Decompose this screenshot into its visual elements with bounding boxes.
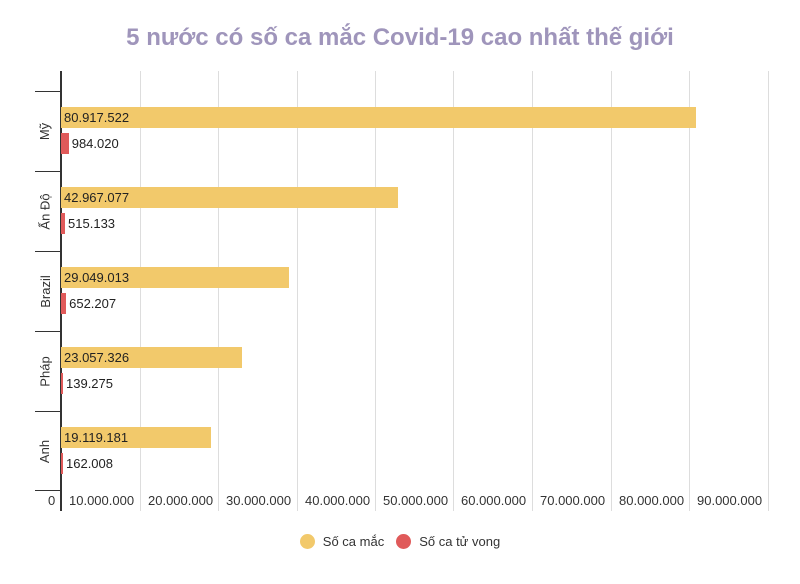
x-tick-label: 90.000.000 [697,493,763,508]
gridline [611,71,612,511]
bar-label-deaths: 652.207 [69,296,117,311]
category-label-text: Brazil [37,274,53,308]
legend-label-cases: Số ca mắc [322,534,385,549]
gridline [768,71,769,511]
legend-item-cases[interactable]: Số ca mắc [299,534,385,549]
category-label-text: Ấn Độ [37,192,53,230]
legend: Số ca mắc Số ca tử vong [0,534,800,549]
bar-label-deaths: 162.008 [66,456,113,471]
x-tick-label: 80.000.000 [619,493,685,508]
category-label: Ấn Độ [32,171,58,251]
x-tick-label: 70.000.000 [540,493,606,508]
bar-cases[interactable] [61,267,290,288]
category-label-text: Pháp [37,355,53,387]
bar-label-cases: 80.917.522 [64,110,130,125]
category-label: Pháp [32,331,58,411]
bar-deaths[interactable] [61,373,63,394]
bar-cases[interactable] [61,187,399,208]
chart-title: 5 nước có số ca mắc Covid-19 cao nhất th… [126,24,674,51]
y-tick [35,171,61,172]
legend-dot-deaths-icon [396,534,412,549]
y-tick [35,91,61,92]
bar-label-cases: 23.057.326 [64,350,130,365]
gridline [297,71,298,511]
category-label: Brazil [32,251,58,331]
legend-item-deaths[interactable]: Số ca tử vong [396,534,500,549]
bar-label-cases: 42.967.077 [64,190,130,205]
bar-deaths[interactable] [61,133,69,154]
x-tick-label: 60.000.000 [461,493,527,508]
category-label: Mỹ [32,91,58,171]
bar-cases[interactable] [61,107,697,128]
gridline [375,71,376,511]
bar-label-deaths: 984.020 [71,136,119,151]
bar-deaths[interactable] [61,453,63,474]
bar-cases[interactable] [61,347,242,368]
gridline [218,71,219,511]
bar-label-cases: 29.049.013 [64,270,130,285]
bar-cases[interactable] [61,427,212,448]
x-tick-label: 30.000.000 [226,493,292,508]
category-label-text: Anh [37,439,53,463]
legend-dot-cases-icon [299,534,315,549]
y-axis [60,71,62,511]
gridline [453,71,454,511]
gridline [140,71,141,511]
x-tick-label: 10.000.000 [69,493,135,508]
x-tick-label: 0 [48,493,56,508]
category-label-text: Mỹ [37,122,53,140]
bar-label-deaths: 139.275 [66,376,113,391]
gridline [689,71,690,511]
legend-label-deaths: Số ca tử vong [419,534,501,549]
gridline [532,71,533,511]
category-label: Anh [32,411,58,491]
y-tick [35,251,61,252]
y-tick [35,411,61,412]
y-tick [35,490,61,491]
x-tick-label: 40.000.000 [305,493,371,508]
y-tick [35,331,61,332]
bar-label-cases: 19.119.181 [64,430,129,445]
bar-deaths[interactable] [61,293,67,314]
bar-deaths[interactable] [61,213,66,234]
x-tick-label: 50.000.000 [383,493,449,508]
x-tick-label: 20.000.000 [148,493,214,508]
bar-label-deaths: 515.133 [68,216,116,231]
